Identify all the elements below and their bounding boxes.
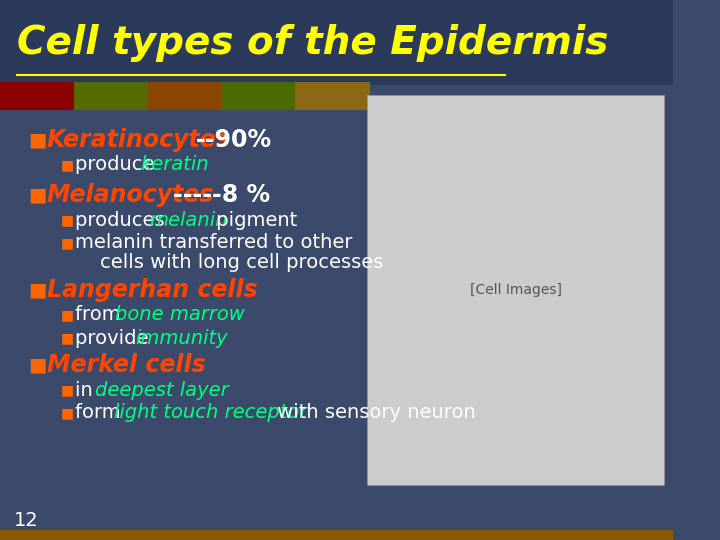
Text: in: in (75, 381, 99, 400)
Text: light touch receptor: light touch receptor (114, 403, 307, 422)
Text: Cell types of the Epidermis: Cell types of the Epidermis (17, 24, 608, 62)
Bar (0, 530, 672, 540)
Bar (367, 95, 665, 485)
Bar (222, 82, 296, 110)
Bar (0, 0, 672, 85)
Text: 12: 12 (14, 510, 39, 530)
Text: melanin transferred to other: melanin transferred to other (75, 233, 352, 253)
Bar (74, 82, 148, 110)
Text: -----8 %: -----8 % (173, 183, 270, 207)
Text: melanin: melanin (150, 211, 228, 229)
Text: ■: ■ (60, 213, 74, 227)
Text: form: form (75, 403, 127, 422)
Text: with sensory neuron: with sensory neuron (271, 403, 476, 422)
Text: ■: ■ (60, 308, 74, 322)
Text: Keratinocytes: Keratinocytes (47, 128, 230, 152)
Text: Merkel cells: Merkel cells (47, 353, 205, 377)
Text: cells with long cell processes: cells with long cell processes (75, 253, 383, 273)
Text: [Cell Images]: [Cell Images] (469, 283, 562, 297)
Text: ■: ■ (60, 158, 74, 172)
Text: ■: ■ (28, 186, 46, 205)
Text: Langerhan cells: Langerhan cells (47, 278, 258, 302)
Bar (295, 82, 370, 110)
Text: pigment: pigment (210, 211, 297, 229)
Text: ■: ■ (60, 406, 74, 420)
Text: produces: produces (75, 211, 171, 229)
Text: Melanocytes: Melanocytes (47, 183, 215, 207)
Text: ■: ■ (60, 331, 74, 345)
Text: provide: provide (75, 328, 155, 348)
Text: keratin: keratin (140, 156, 209, 174)
Text: ■: ■ (28, 355, 46, 375)
Text: from: from (75, 306, 127, 325)
Text: deepest layer: deepest layer (95, 381, 229, 400)
Text: produce: produce (75, 156, 161, 174)
Text: --90%: --90% (196, 128, 272, 152)
Text: ■: ■ (28, 131, 46, 150)
Text: ■: ■ (60, 236, 74, 250)
Text: ■: ■ (28, 280, 46, 300)
Text: bone marrow: bone marrow (115, 306, 245, 325)
Text: ■: ■ (60, 383, 74, 397)
Bar (0, 82, 75, 110)
Bar (148, 82, 222, 110)
Text: immunity: immunity (135, 328, 228, 348)
Bar (0, 82, 369, 110)
